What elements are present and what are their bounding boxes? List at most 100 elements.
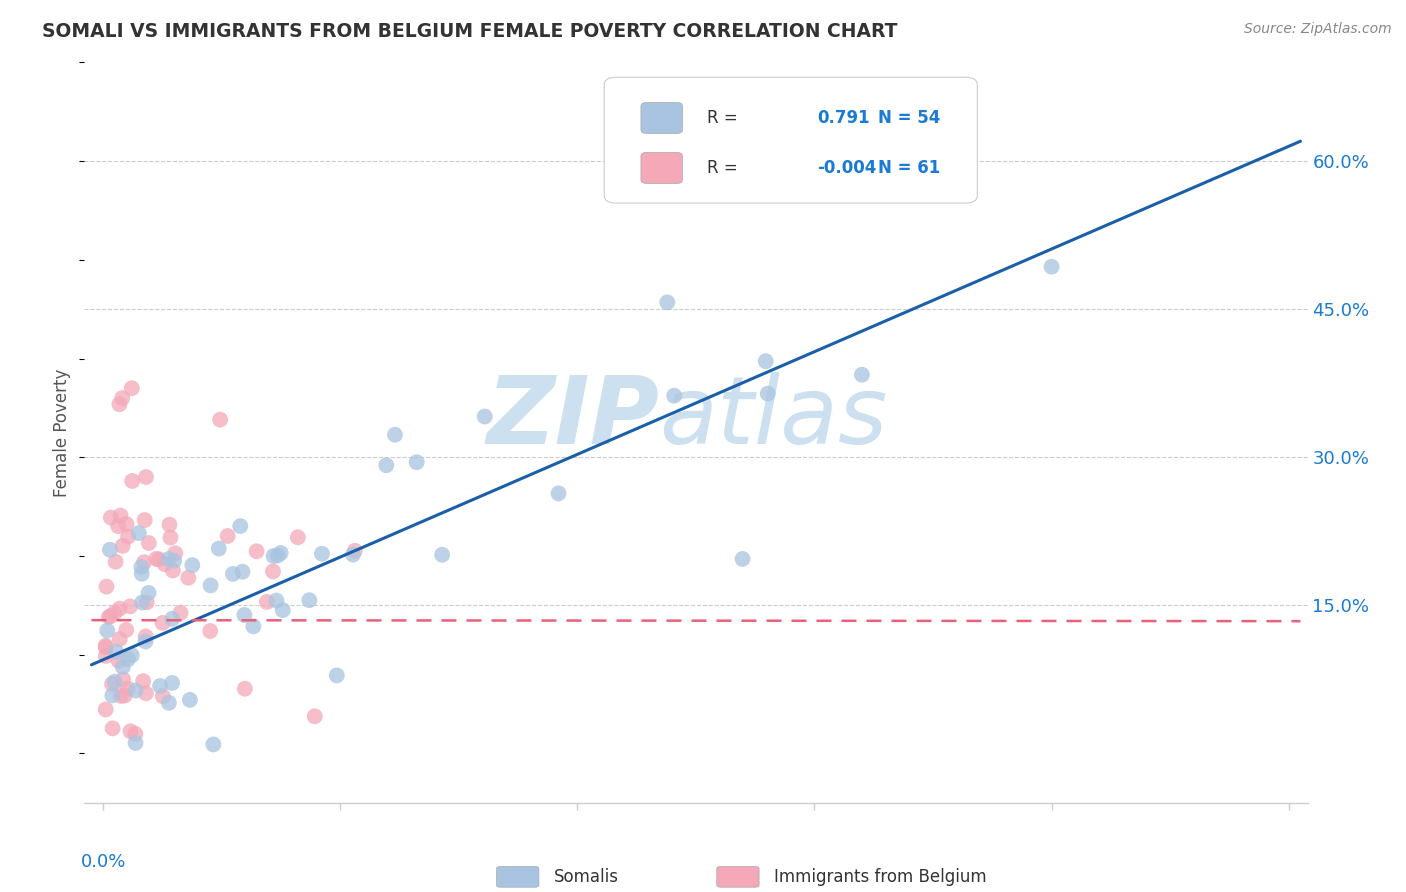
- FancyBboxPatch shape: [717, 866, 759, 888]
- Point: [110, 689, 132, 703]
- Point: [110, 508, 132, 523]
- Point: [209, 412, 232, 426]
- Point: [117, 530, 139, 544]
- Point: [181, 558, 204, 573]
- Text: N = 61: N = 61: [879, 159, 941, 177]
- Point: [266, 549, 288, 563]
- Point: [94, 640, 117, 655]
- Point: [138, 586, 160, 600]
- Point: [121, 648, 143, 663]
- Point: [94, 648, 117, 663]
- Point: [163, 554, 186, 568]
- Point: [135, 686, 157, 700]
- Point: [112, 673, 135, 687]
- Point: [160, 676, 183, 690]
- Point: [217, 529, 239, 543]
- Point: [159, 531, 181, 545]
- Point: [202, 738, 225, 752]
- Y-axis label: Female Poverty: Female Poverty: [53, 368, 72, 497]
- Point: [304, 709, 326, 723]
- FancyBboxPatch shape: [641, 153, 682, 184]
- Point: [131, 595, 153, 609]
- Point: [101, 677, 124, 691]
- Point: [111, 391, 134, 405]
- Point: [169, 606, 191, 620]
- Point: [298, 593, 321, 607]
- Point: [138, 536, 160, 550]
- Point: [266, 593, 288, 607]
- Point: [108, 632, 131, 646]
- Point: [135, 470, 157, 484]
- Point: [115, 623, 138, 637]
- Point: [756, 386, 779, 401]
- Point: [114, 689, 136, 703]
- Text: Somalis: Somalis: [554, 868, 619, 886]
- Point: [121, 381, 143, 395]
- Text: ZIP: ZIP: [486, 372, 659, 464]
- Point: [117, 652, 139, 666]
- Text: R =: R =: [707, 159, 738, 177]
- Point: [547, 486, 569, 500]
- Point: [153, 557, 176, 571]
- Point: [233, 681, 256, 696]
- Point: [94, 702, 117, 716]
- Point: [245, 544, 267, 558]
- Point: [107, 519, 129, 533]
- Text: N = 54: N = 54: [879, 109, 941, 127]
- Point: [731, 552, 754, 566]
- Point: [111, 660, 134, 674]
- Point: [148, 552, 170, 566]
- Point: [108, 601, 131, 615]
- Point: [208, 541, 231, 556]
- Point: [135, 629, 157, 643]
- Point: [430, 548, 453, 562]
- Point: [405, 455, 427, 469]
- Point: [145, 551, 167, 566]
- Point: [101, 689, 124, 703]
- Point: [115, 517, 138, 532]
- Point: [96, 580, 118, 594]
- Point: [94, 639, 117, 653]
- Point: [375, 458, 398, 473]
- Point: [165, 546, 187, 560]
- Point: [131, 560, 153, 574]
- Point: [256, 595, 278, 609]
- Point: [162, 563, 184, 577]
- Point: [107, 654, 129, 668]
- FancyBboxPatch shape: [641, 103, 682, 134]
- Point: [104, 555, 127, 569]
- Point: [132, 674, 155, 689]
- Point: [160, 612, 183, 626]
- Point: [120, 599, 142, 614]
- Point: [104, 606, 127, 620]
- FancyBboxPatch shape: [496, 866, 538, 888]
- Point: [233, 607, 256, 622]
- Point: [157, 517, 180, 532]
- Point: [120, 724, 142, 739]
- Point: [179, 693, 201, 707]
- Point: [229, 519, 252, 533]
- Point: [664, 389, 686, 403]
- Point: [200, 578, 222, 592]
- Point: [1040, 260, 1063, 274]
- Point: [105, 645, 128, 659]
- Point: [343, 543, 366, 558]
- Point: [124, 736, 146, 750]
- Text: 0.0%: 0.0%: [80, 853, 127, 871]
- Point: [157, 552, 180, 566]
- Point: [100, 510, 122, 524]
- Point: [232, 565, 254, 579]
- Point: [384, 427, 406, 442]
- Text: SOMALI VS IMMIGRANTS FROM BELGIUM FEMALE POVERTY CORRELATION CHART: SOMALI VS IMMIGRANTS FROM BELGIUM FEMALE…: [42, 22, 897, 41]
- Point: [152, 690, 174, 704]
- Point: [134, 513, 156, 527]
- Point: [124, 727, 146, 741]
- Point: [657, 295, 679, 310]
- Point: [128, 526, 150, 541]
- Point: [132, 555, 155, 569]
- Point: [96, 624, 118, 638]
- Point: [311, 547, 333, 561]
- Point: [342, 548, 364, 562]
- Point: [200, 624, 222, 638]
- Text: 0.791: 0.791: [817, 109, 870, 127]
